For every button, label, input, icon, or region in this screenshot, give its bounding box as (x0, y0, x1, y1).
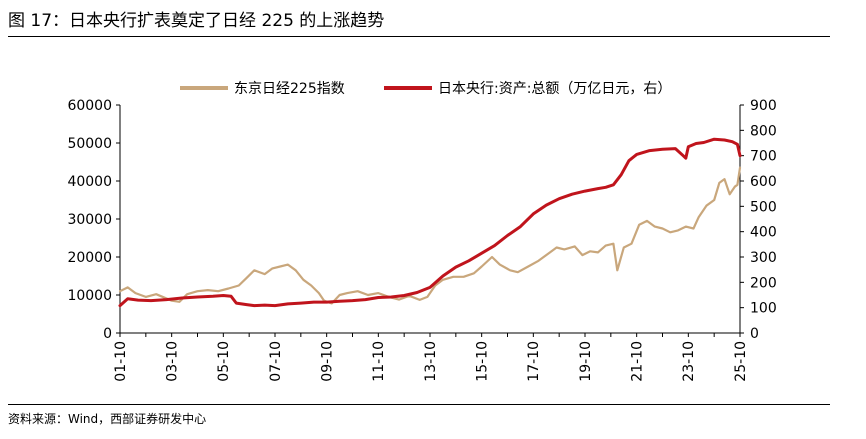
left-tick-label: 50000 (67, 136, 112, 152)
x-tick-label: 07-10 (268, 341, 284, 382)
left-axis-ticks: 0 10000 20000 30000 40000 50000 60000 (67, 98, 120, 342)
right-tick-label: 100 (750, 301, 777, 317)
x-tick-label: 03-10 (165, 341, 181, 382)
x-tick-label: 01-10 (113, 341, 129, 382)
left-tick-label: 10000 (67, 288, 112, 304)
left-tick-label: 60000 (67, 98, 112, 114)
x-tick-label: 19-10 (578, 341, 594, 382)
boj-assets-series-line (118, 137, 742, 308)
nikkei-series-line (118, 166, 742, 305)
left-tick-label: 30000 (67, 212, 112, 228)
x-axis-ticks: 01-10 03-10 05-10 07-10 09-10 11-10 13-10 15-10… (113, 333, 749, 382)
chart-axes (119, 105, 741, 334)
series-layer (118, 137, 742, 308)
right-axis-ticks: 0 100 200 300 400 500 600 700 800 900 (740, 98, 777, 342)
right-tick-label: 300 (750, 250, 777, 266)
x-tick-label: 15-10 (475, 341, 491, 382)
right-tick-label: 0 (750, 326, 759, 342)
legend-label: 东京日经225指数 (234, 81, 345, 97)
x-tick-label: 11-10 (371, 341, 387, 382)
right-tick-label: 400 (750, 225, 777, 241)
x-tick-label: 17-10 (526, 341, 542, 382)
legend-label: 日本央行:资产:总额（万亿日元，右） (438, 81, 671, 97)
left-tick-label: 40000 (67, 174, 112, 190)
right-tick-label: 900 (750, 98, 777, 114)
left-tick-label: 20000 (67, 250, 112, 266)
legend: 东京日经225指数 日本央行:资产:总额（万亿日元，右） (180, 81, 671, 97)
right-tick-label: 200 (750, 275, 777, 291)
left-tick-label: 0 (103, 326, 112, 342)
figure-title: 图 17：日本央行扩表奠定了日经 225 的上涨趋势 (8, 11, 385, 31)
right-tick-label: 700 (750, 149, 777, 165)
x-tick-label: 23-10 (681, 341, 697, 382)
right-tick-label: 800 (750, 123, 777, 139)
x-tick-label: 09-10 (320, 341, 336, 382)
source-note: 资料来源：Wind，西部证券研发中心 (8, 412, 207, 426)
x-tick-label: 13-10 (423, 341, 439, 382)
x-tick-label: 05-10 (216, 341, 232, 382)
x-tick-label: 25-10 (733, 341, 749, 382)
top-divider (8, 36, 830, 37)
right-tick-label: 500 (750, 199, 777, 215)
x-tick-label: 21-10 (630, 341, 646, 382)
bottom-divider (8, 404, 830, 405)
right-tick-label: 600 (750, 174, 777, 190)
